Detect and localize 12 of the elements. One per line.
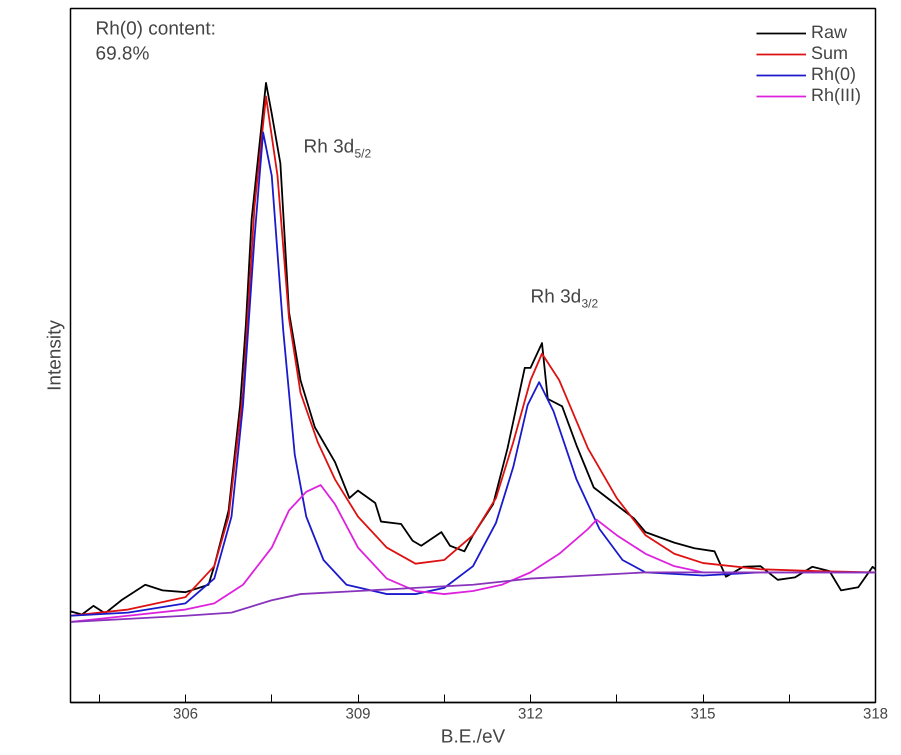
x-tick-label: 318: [862, 706, 888, 722]
x-tick-label: 306: [172, 706, 198, 722]
x-tick-label: 312: [518, 706, 544, 722]
x-axis-title: B.E./eV: [440, 726, 506, 748]
legend-label: Rh(0): [810, 64, 856, 85]
legend-label: Raw: [810, 22, 847, 43]
legend-label: Rh(III): [810, 85, 861, 106]
x-tick-label: 309: [345, 706, 371, 722]
legend-label: Sum: [810, 43, 848, 64]
text: Rh(0) content: 69.8%: [96, 18, 216, 65]
y-axis-title: Intensity: [44, 320, 66, 391]
x-tick-label: 315: [690, 706, 716, 722]
